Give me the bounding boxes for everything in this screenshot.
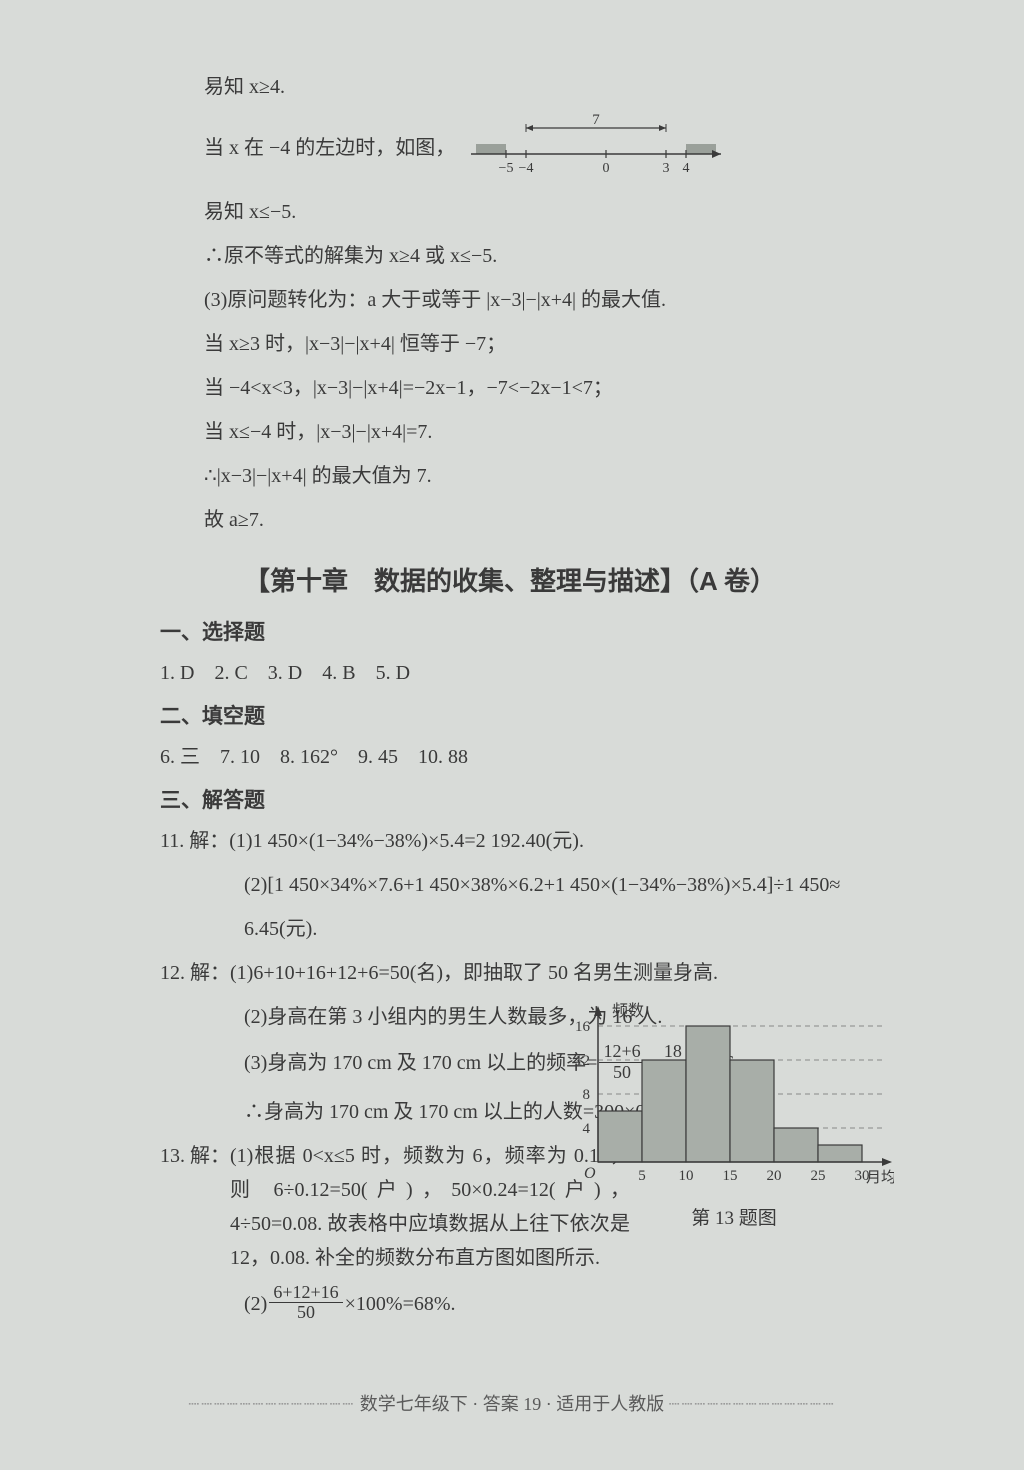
q-text: (3)身高为 170 cm 及 170 cm 以上的频率= <box>244 1052 597 1074</box>
svg-text:10: 10 <box>679 1168 694 1184</box>
svg-text:25: 25 <box>811 1168 826 1184</box>
text-line: 当 −4<x<3，|x−3|−|x+4|=−2x−1，−7<−2x−1<7； <box>160 371 860 405</box>
svg-text:−4: −4 <box>519 161 534 174</box>
figure-caption: 第 13 题图 <box>554 1203 914 1230</box>
svg-text:5: 5 <box>638 1168 646 1184</box>
q12-line1: 12. 解：(1)6+10+16+12+6=50(名)，即抽取了 50 名男生测… <box>160 956 860 990</box>
mc-answers: 1. D 2. C 3. D 4. B 5. D <box>160 656 860 690</box>
text-line: 故 a≥7. <box>160 503 860 537</box>
svg-text:8: 8 <box>583 1087 591 1103</box>
fraction: 6+12+1650 <box>269 1283 342 1324</box>
text-line: 当 x≤−4 时，|x−3|−|x+4|=7. <box>160 415 860 449</box>
svg-text:月均用水量/t: 月均用水量/t <box>866 1169 894 1186</box>
q-text: (1)6+10+16+12+6=50(名)，即抽取了 50 名男生测量身高. <box>230 962 718 984</box>
q-head: 12. 解： <box>160 962 230 984</box>
svg-text:3: 3 <box>663 161 670 174</box>
text-line: 易知 x≥4. <box>160 70 860 104</box>
svg-text:12: 12 <box>575 1053 590 1069</box>
section-heading: 三、解答题 <box>160 784 860 814</box>
svg-text:15: 15 <box>723 1168 738 1184</box>
q13-line2: (2)6+12+1650×100%=68%. <box>160 1285 860 1326</box>
svg-text:0: 0 <box>603 161 610 174</box>
text-line: (3)原问题转化为：a 大于或等于 |x−3|−|x+4| 的最大值. <box>160 283 860 317</box>
page-footer: ┈┈┈┈┈┈┈┈┈┈┈┈┈ 数学七年级下 · 答案 19 · 适用于人教版 ┈┈… <box>0 1390 1024 1416</box>
footer-dots: ┈┈┈┈┈┈┈┈┈┈┈┈┈ <box>669 1394 836 1414</box>
histogram-figure: 48121651015202530O频数月均用水量/t 第 13 题图 <box>554 1002 914 1230</box>
q-text: ×100%=68%. <box>345 1292 456 1314</box>
q11-line2: (2)[1 450×34%×7.6+1 450×38%×6.2+1 450×(1… <box>160 868 860 902</box>
svg-text:4: 4 <box>583 1121 591 1137</box>
text-line: ∴原不等式的解集为 x≥4 或 x≤−5. <box>160 239 860 273</box>
text-line: 易知 x≤−5. <box>160 195 860 229</box>
svg-text:20: 20 <box>767 1168 782 1184</box>
svg-text:频数: 频数 <box>612 1002 644 1020</box>
fill-answers: 6. 三 7. 10 8. 162° 9. 45 10. 88 <box>160 740 860 774</box>
svg-text:−5: −5 <box>499 161 514 174</box>
frac-num: 6+12+16 <box>269 1283 342 1304</box>
q11-line3: 6.45(元). <box>160 912 860 946</box>
chapter-title: 【第十章 数据的收集、整理与描述】（A 卷） <box>160 561 860 598</box>
q-text: (1)1 450×(1−34%−38%)×5.4=2 192.40(元). <box>229 830 584 852</box>
frac-den: 50 <box>269 1303 342 1323</box>
svg-text:4: 4 <box>683 161 690 174</box>
q11-line1: 11. 解：(1)1 450×(1−34%−38%)×5.4=2 192.40(… <box>160 824 860 858</box>
section-heading: 二、填空题 <box>160 700 860 730</box>
q-text: (2) <box>244 1292 267 1314</box>
section-heading: 一、选择题 <box>160 616 860 646</box>
svg-text:O: O <box>584 1165 596 1182</box>
text-span: 当 x 在 −4 的左边时，如图， <box>204 137 455 159</box>
svg-text:7: 7 <box>593 114 601 128</box>
q-head: 11. 解： <box>160 830 229 852</box>
svg-text:16: 16 <box>575 1019 591 1035</box>
q-head: 13. 解： <box>160 1139 230 1275</box>
footer-dots: ┈┈┈┈┈┈┈┈┈┈┈┈┈ <box>188 1394 355 1414</box>
text-line: 当 x≥3 时，|x−3|−|x+4| 恒等于 −7； <box>160 327 860 361</box>
text-line: ∴|x−3|−|x+4| 的最大值为 7. <box>160 459 860 493</box>
footer-text: 数学七年级下 · 答案 19 · 适用于人教版 <box>360 1394 665 1414</box>
text-line-with-diagram: 当 x 在 −4 的左边时，如图， −5 −4 0 34 7 <box>160 114 860 185</box>
numberline-diagram: −5 −4 0 34 7 <box>466 114 726 185</box>
